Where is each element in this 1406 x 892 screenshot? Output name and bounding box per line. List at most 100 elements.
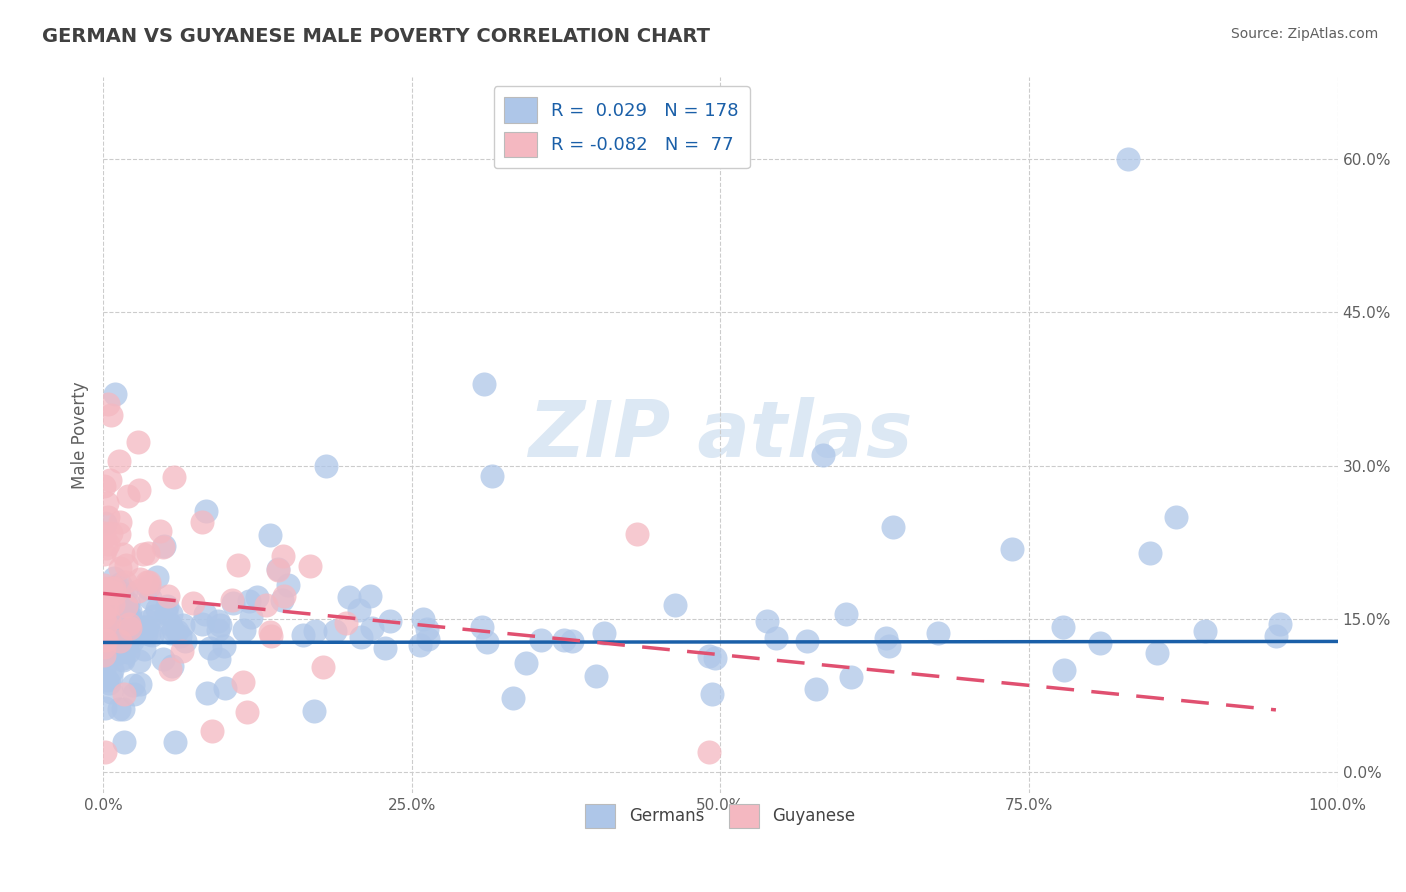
Text: Source: ZipAtlas.com: Source: ZipAtlas.com <box>1230 27 1378 41</box>
Point <box>299 559 322 574</box>
Point <box>160 625 183 640</box>
Point <box>374 641 396 656</box>
Point <box>114 575 136 590</box>
Point <box>360 621 382 635</box>
Point <box>270 592 292 607</box>
Point <box>96 605 118 619</box>
Point <box>111 653 134 667</box>
Point <box>93 599 115 614</box>
Point <box>193 607 215 621</box>
Point <box>260 630 283 644</box>
Point <box>561 633 583 648</box>
Point <box>481 469 503 483</box>
Point <box>875 631 897 645</box>
Point <box>110 577 132 591</box>
Point <box>100 582 122 596</box>
Point <box>120 604 142 618</box>
Point <box>477 635 499 649</box>
Point <box>553 633 575 648</box>
Point <box>882 520 904 534</box>
Point <box>117 617 139 632</box>
Point <box>132 547 155 561</box>
Point <box>1166 509 1188 524</box>
Point <box>697 745 720 759</box>
Point <box>765 632 787 646</box>
Point <box>222 596 245 610</box>
Point <box>233 623 256 637</box>
Point <box>115 599 138 614</box>
Point <box>134 641 156 656</box>
Point <box>804 681 827 696</box>
Point <box>129 572 152 586</box>
Point <box>117 596 139 610</box>
Point <box>232 675 254 690</box>
Point <box>122 678 145 692</box>
Point <box>207 614 229 628</box>
Point <box>103 581 125 595</box>
Point <box>212 639 235 653</box>
Point <box>835 607 858 621</box>
Point <box>98 676 121 690</box>
Point <box>93 625 115 640</box>
Point <box>359 589 381 603</box>
Point <box>124 628 146 642</box>
Point <box>145 602 167 616</box>
Point <box>337 590 360 604</box>
Point <box>515 656 537 670</box>
Point <box>117 489 139 503</box>
Point <box>97 537 120 551</box>
Point <box>626 527 648 541</box>
Point <box>108 633 131 648</box>
Point <box>195 686 218 700</box>
Point <box>254 599 277 613</box>
Point <box>1194 624 1216 639</box>
Point <box>349 603 371 617</box>
Point <box>159 661 181 675</box>
Point <box>103 597 125 611</box>
Point <box>585 668 607 682</box>
Point <box>129 620 152 634</box>
Point <box>138 575 160 590</box>
Point <box>207 623 229 637</box>
Point <box>112 640 135 655</box>
Point <box>128 483 150 497</box>
Point <box>94 541 117 555</box>
Point <box>149 524 172 538</box>
Text: GERMAN VS GUYANESE MALE POVERTY CORRELATION CHART: GERMAN VS GUYANESE MALE POVERTY CORRELAT… <box>42 27 710 45</box>
Point <box>97 509 120 524</box>
Point <box>103 612 125 626</box>
Point <box>96 629 118 643</box>
Point <box>112 624 135 638</box>
Point <box>208 652 231 666</box>
Point <box>335 615 357 630</box>
Point <box>118 621 141 635</box>
Point <box>93 547 115 561</box>
Point <box>304 624 326 638</box>
Point <box>93 585 115 599</box>
Point <box>181 596 204 610</box>
Point <box>259 624 281 639</box>
Point <box>160 658 183 673</box>
Point <box>94 516 117 530</box>
Point <box>380 614 402 628</box>
Point <box>114 625 136 640</box>
Point <box>98 599 121 613</box>
Point <box>350 630 373 644</box>
Point <box>839 671 862 685</box>
Point <box>100 670 122 684</box>
Point <box>127 434 149 449</box>
Point <box>209 618 232 632</box>
Point <box>100 624 122 638</box>
Point <box>277 577 299 591</box>
Point <box>105 646 128 660</box>
Point <box>112 651 135 665</box>
Point <box>700 687 723 701</box>
Point <box>110 606 132 620</box>
Point <box>104 585 127 599</box>
Point <box>127 583 149 598</box>
Point <box>115 598 138 612</box>
Point <box>93 615 115 629</box>
Point <box>172 618 194 632</box>
Point <box>267 562 290 576</box>
Point <box>112 734 135 748</box>
